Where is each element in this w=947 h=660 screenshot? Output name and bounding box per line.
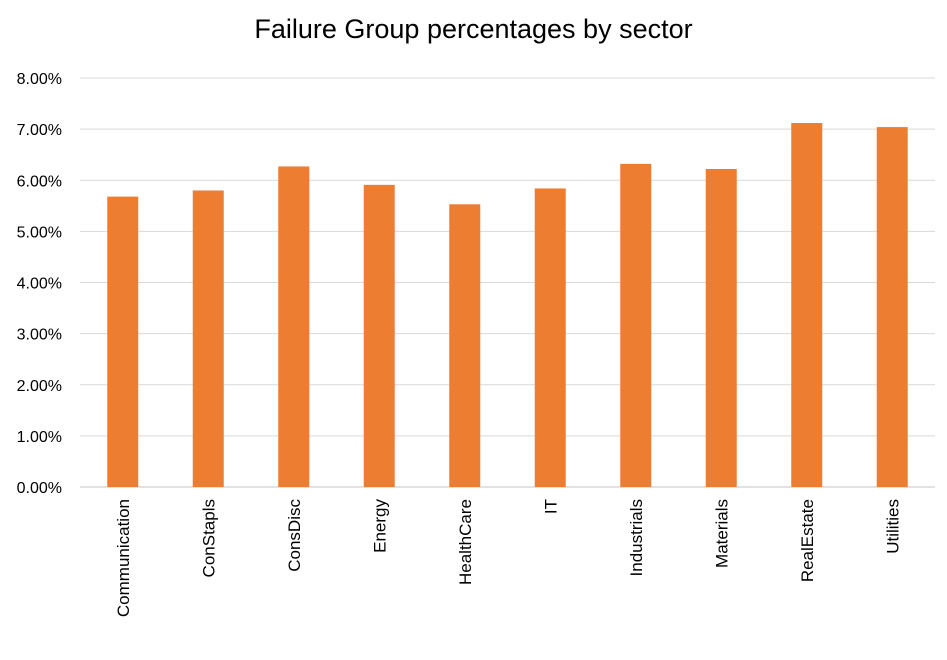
bar-communication (107, 196, 139, 488)
bars (107, 122, 908, 488)
bar-energy (363, 184, 395, 487)
y-tick-label: 6.00% (17, 173, 62, 190)
y-tick-label: 8.00% (17, 71, 62, 88)
chart-title: Failure Group percentages by sector (254, 14, 693, 44)
bar-consdisc (278, 166, 310, 488)
bar-it (534, 188, 566, 487)
x-tick-label: HealthCare (456, 499, 475, 585)
y-tick-label: 4.00% (17, 276, 62, 293)
bar-industrials (620, 163, 652, 487)
bar-utilities (876, 127, 908, 487)
x-tick-label: IT (541, 499, 560, 514)
bar-constapls (192, 190, 224, 487)
x-tick-label: Communication (114, 499, 133, 617)
y-tick-label: 0.00% (17, 480, 62, 497)
x-tick-label: ConsDisc (285, 499, 304, 572)
x-tick-label: Energy (370, 499, 389, 553)
y-axis-ticks: 0.00% 1.00% 2.00% 3.00% 4.00% 5.00% 6.00% 7.00%… (17, 71, 62, 497)
bar-healthcare (449, 204, 481, 487)
x-tick-label: ConStapls (199, 499, 218, 577)
x-axis-ticks: Communication ConStapls ConsDisc Energy Heal… (114, 499, 903, 618)
y-tick-label: 3.00% (17, 327, 62, 344)
x-tick-label: RealEstate (798, 499, 817, 582)
y-tick-label: 5.00% (17, 224, 62, 241)
y-tick-label: 1.00% (17, 429, 62, 446)
x-tick-label: Utilities (883, 499, 902, 554)
x-tick-label: Materials (712, 499, 731, 568)
y-tick-label: 2.00% (17, 378, 62, 395)
bar-realestate (791, 122, 823, 488)
x-tick-label: Industrials (627, 499, 646, 576)
y-tick-label: 7.00% (17, 122, 62, 139)
bar-materials (705, 169, 737, 487)
